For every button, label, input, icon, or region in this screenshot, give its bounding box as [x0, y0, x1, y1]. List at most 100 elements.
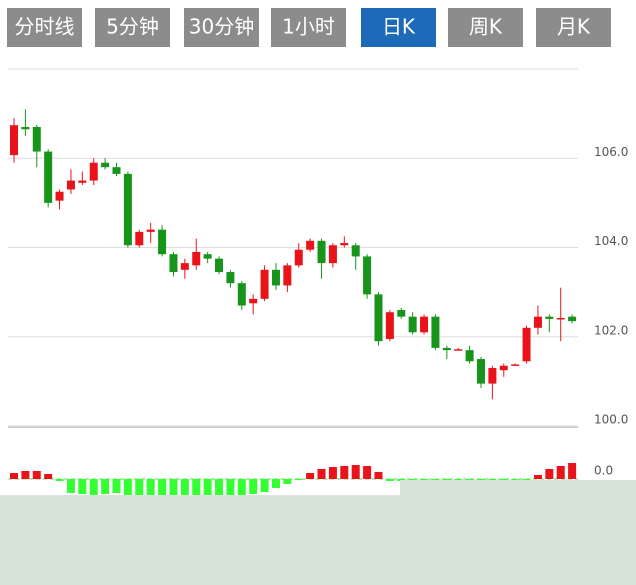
- macd-bar: [385, 479, 394, 481]
- macd-bar: [476, 479, 485, 480]
- candle-body: [476, 359, 485, 384]
- tab-bg[interactable]: [7, 8, 82, 47]
- macd-bar: [317, 469, 326, 479]
- candle-body: [363, 256, 372, 295]
- y-tick-label: 106.0: [594, 145, 628, 159]
- candle-body: [522, 327, 531, 362]
- tab[interactable]: 1小时: [271, 8, 346, 47]
- tab-bg[interactable]: [361, 8, 436, 47]
- candle-body: [556, 318, 565, 320]
- candle-body: [123, 173, 132, 246]
- candle-body: [420, 316, 429, 333]
- macd-bar: [340, 466, 349, 479]
- macd-bar: [271, 479, 280, 488]
- candle-body: [283, 265, 292, 286]
- candle-body: [112, 167, 121, 174]
- y-tick-label: 0.0: [594, 464, 613, 478]
- macd-bar: [10, 473, 18, 479]
- macd-bar: [89, 479, 98, 495]
- candle-body: [317, 240, 326, 264]
- macd-bar: [522, 479, 531, 480]
- macd-bar: [533, 475, 542, 479]
- candle-body: [203, 254, 212, 259]
- macd-bar: [351, 465, 360, 479]
- macd-bar: [260, 479, 269, 492]
- tab-label[interactable]: 周K: [469, 15, 503, 39]
- price-panel: 100.0 102.0 104.0 106.0: [8, 109, 628, 427]
- macd-bar: [21, 471, 30, 479]
- tab[interactable]: 周K: [448, 8, 523, 47]
- tab-bg[interactable]: [448, 8, 523, 47]
- tab-bg[interactable]: [536, 8, 611, 47]
- tab-label[interactable]: 分时线: [15, 15, 75, 39]
- macd-bar: [488, 479, 497, 480]
- candle-body: [158, 229, 167, 255]
- macd-bar: [66, 479, 75, 493]
- macd-bar: [465, 479, 474, 480]
- macd-bar: [556, 466, 565, 479]
- candle-body: [374, 294, 383, 342]
- macd-bar: [180, 479, 189, 496]
- tab-label[interactable]: 1小时: [282, 15, 335, 39]
- macd-bar: [44, 474, 53, 479]
- y-tick-label: 102.0: [594, 323, 628, 337]
- macd-bar: [511, 479, 520, 480]
- candle-body: [32, 127, 41, 152]
- candle-body: [408, 316, 417, 333]
- macd-bar: [499, 479, 508, 480]
- macd-bar: [306, 473, 315, 479]
- tab-bg[interactable]: [95, 8, 170, 47]
- y-tick-label: 100.0: [594, 413, 628, 427]
- candle-body: [306, 240, 315, 250]
- candle-body: [89, 162, 98, 181]
- candle-body: [78, 180, 87, 183]
- macd-bar: [169, 479, 178, 496]
- candle-body: [533, 316, 542, 328]
- macd-bar: [215, 479, 224, 496]
- macd-bar: [283, 479, 292, 484]
- candle-body: [442, 347, 451, 351]
- tab-label[interactable]: 月K: [557, 15, 591, 39]
- tab-label[interactable]: 5分钟: [106, 15, 159, 39]
- candle-body: [169, 254, 178, 273]
- tab-label[interactable]: 日K: [382, 15, 416, 39]
- candle-body: [568, 316, 577, 322]
- macd-bar: [363, 466, 372, 479]
- candle-body: [340, 243, 349, 246]
- y-tick-label: 104.0: [594, 234, 628, 248]
- candle-body: [55, 191, 64, 201]
- tab-bg[interactable]: [271, 8, 346, 47]
- candle-body: [226, 272, 235, 284]
- macd-bar: [226, 479, 235, 496]
- macd-bar: [146, 479, 155, 496]
- macd-bar: [568, 463, 577, 479]
- macd-bar: [294, 479, 303, 480]
- candle-body: [328, 245, 337, 264]
- tab-bar: 分时线 5分钟 30分钟 1小时 日K 周K 月K: [7, 8, 611, 47]
- candle-body: [180, 263, 189, 270]
- macd-bar: [328, 467, 337, 479]
- macd-bar: [374, 472, 383, 479]
- macd-bar: [237, 479, 246, 495]
- candle-body: [215, 258, 224, 273]
- macd-bar: [454, 479, 463, 480]
- candle-body: [454, 349, 463, 351]
- macd-bar: [192, 479, 201, 496]
- tab-label[interactable]: 30分钟: [189, 15, 254, 39]
- candle-body: [499, 365, 508, 371]
- candle-body: [511, 364, 520, 366]
- tab[interactable]: 分时线: [7, 8, 82, 47]
- macd-bar: [135, 479, 144, 496]
- candle-body: [294, 249, 303, 266]
- candle-body: [397, 309, 406, 317]
- candle-body: [249, 298, 258, 304]
- candle-body: [351, 245, 360, 257]
- tab[interactable]: 5分钟: [95, 8, 170, 47]
- tab-bg[interactable]: [184, 8, 259, 47]
- candle-body: [237, 283, 246, 306]
- tab[interactable]: 日K: [361, 8, 436, 47]
- tab[interactable]: 30分钟: [184, 8, 259, 47]
- tab[interactable]: 月K: [536, 8, 611, 47]
- macd-panel: 0.0: [8, 463, 613, 496]
